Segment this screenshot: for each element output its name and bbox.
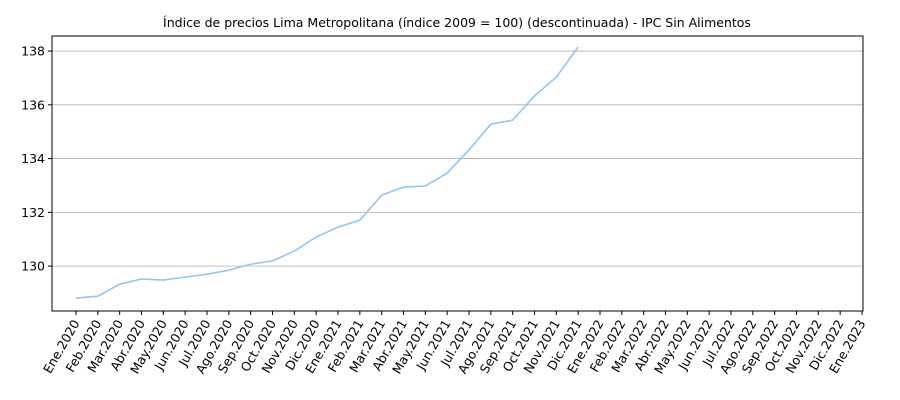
data-line: [75, 46, 579, 299]
y-tick-label: 132: [21, 205, 45, 220]
y-tick-label: 134: [21, 151, 45, 166]
y-tick-label: 130: [21, 259, 45, 274]
plot-frame: [51, 35, 864, 312]
y-tick-label: 136: [21, 97, 45, 112]
y-tick-label: 138: [21, 44, 45, 59]
chart-title: Índice de precios Lima Metropolitana (ín…: [163, 15, 751, 30]
